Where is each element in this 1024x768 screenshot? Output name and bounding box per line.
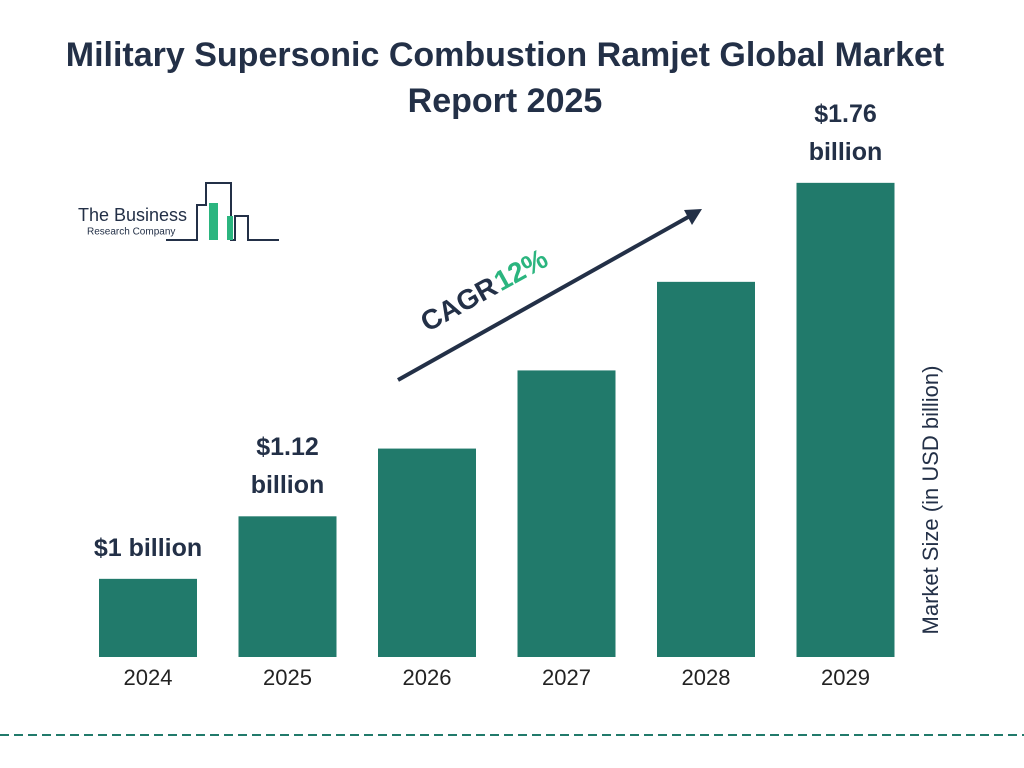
bar <box>99 578 197 657</box>
arrow-head <box>684 209 702 225</box>
cagr: CAGR 12% <box>415 243 553 338</box>
bar <box>378 448 476 657</box>
logo <box>166 182 279 241</box>
value-label: $1.76 billion <box>808 99 883 166</box>
value-label: $1 billion <box>93 533 203 562</box>
cagr-arrow <box>397 214 691 382</box>
bar <box>657 281 755 657</box>
logo-subtext: Research Company <box>87 227 175 238</box>
x-tick-label: 2024 <box>124 665 173 690</box>
x-tick-label: 2027 <box>542 665 591 690</box>
y-axis-label: Market Size (in USD billion) <box>918 366 943 635</box>
bar <box>517 370 616 657</box>
bar <box>238 516 337 657</box>
value-label: $1.12 billion <box>250 433 325 500</box>
cagr-value: 12% <box>489 243 553 297</box>
x-tick-label: 2029 <box>821 665 870 690</box>
x-tick-label: 2026 <box>403 665 452 690</box>
bar <box>796 182 895 657</box>
x-tick-label: 2028 <box>682 665 731 690</box>
logo-text: The Business <box>78 205 187 225</box>
x-tick-label: 2025 <box>263 665 312 690</box>
chart-title: Military Supersonic Combustion Ramjet Gl… <box>65 36 945 120</box>
